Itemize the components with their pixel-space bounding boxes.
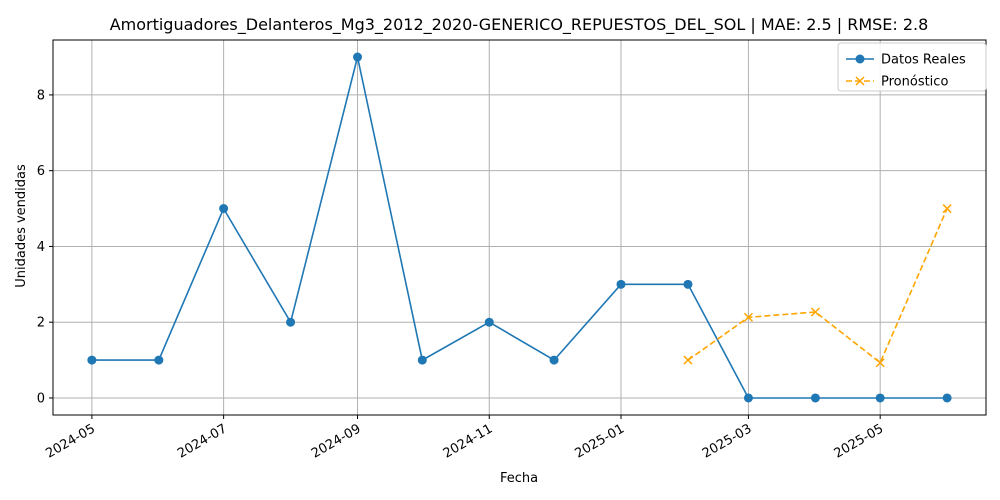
x-tick-label: 2025-03 [700,421,755,461]
series-1 [683,204,952,368]
legend-box [837,42,987,92]
x-tick-label: 2024-11 [441,421,496,461]
data-point [942,204,952,214]
y-tick-label: 2 [37,316,45,331]
series-0 [87,52,952,403]
y-tick-label: 6 [37,164,45,179]
series-layer [87,52,952,403]
data-point [417,355,427,365]
data-point [810,393,820,403]
chart-title: Amortiguadores_Delanteros_Mg3_2012_2020-… [110,15,929,35]
data-point [87,355,97,365]
x-axis-label: Fecha [500,471,538,486]
data-point [549,355,559,365]
grid [53,40,986,415]
x-tick-label: 2025-01 [572,421,627,461]
data-point [484,317,494,327]
data-point [219,204,229,214]
x-tick-label: 2024-09 [309,421,364,461]
data-point [875,358,885,368]
data-point [286,317,296,327]
data-point [743,312,753,322]
data-point [683,279,693,289]
series-line [91,56,948,399]
y-tick-label: 0 [37,391,45,406]
legend-marker [855,54,865,64]
legend-label: Pronóstico [881,75,948,90]
data-point [353,52,363,62]
legend-item: Datos Reales [846,53,966,68]
x-tick-label: 2024-05 [43,421,98,461]
plot-frame [52,39,987,416]
legend-marker [855,76,865,86]
y-tick-label: 8 [37,88,45,103]
y-axis-label: Unidades vendidas [14,164,29,288]
data-point [743,393,753,403]
series-line [687,208,948,364]
data-point [154,355,164,365]
legend-item: Pronóstico [846,75,948,90]
ticks: 2024-05 2024-07 2024-09 2024-11 2025-01 2025-… [37,88,886,461]
legend-label: Datos Reales [881,53,966,68]
data-point [810,307,820,317]
x-tick-label: 2024-07 [175,421,230,461]
data-point [875,393,885,403]
data-point [683,355,693,365]
x-tick-label: 2025-05 [832,421,887,461]
data-point [616,279,626,289]
data-point [942,393,952,403]
legend: Datos Reales Pronóstico [837,42,987,92]
y-tick-label: 4 [37,240,45,255]
